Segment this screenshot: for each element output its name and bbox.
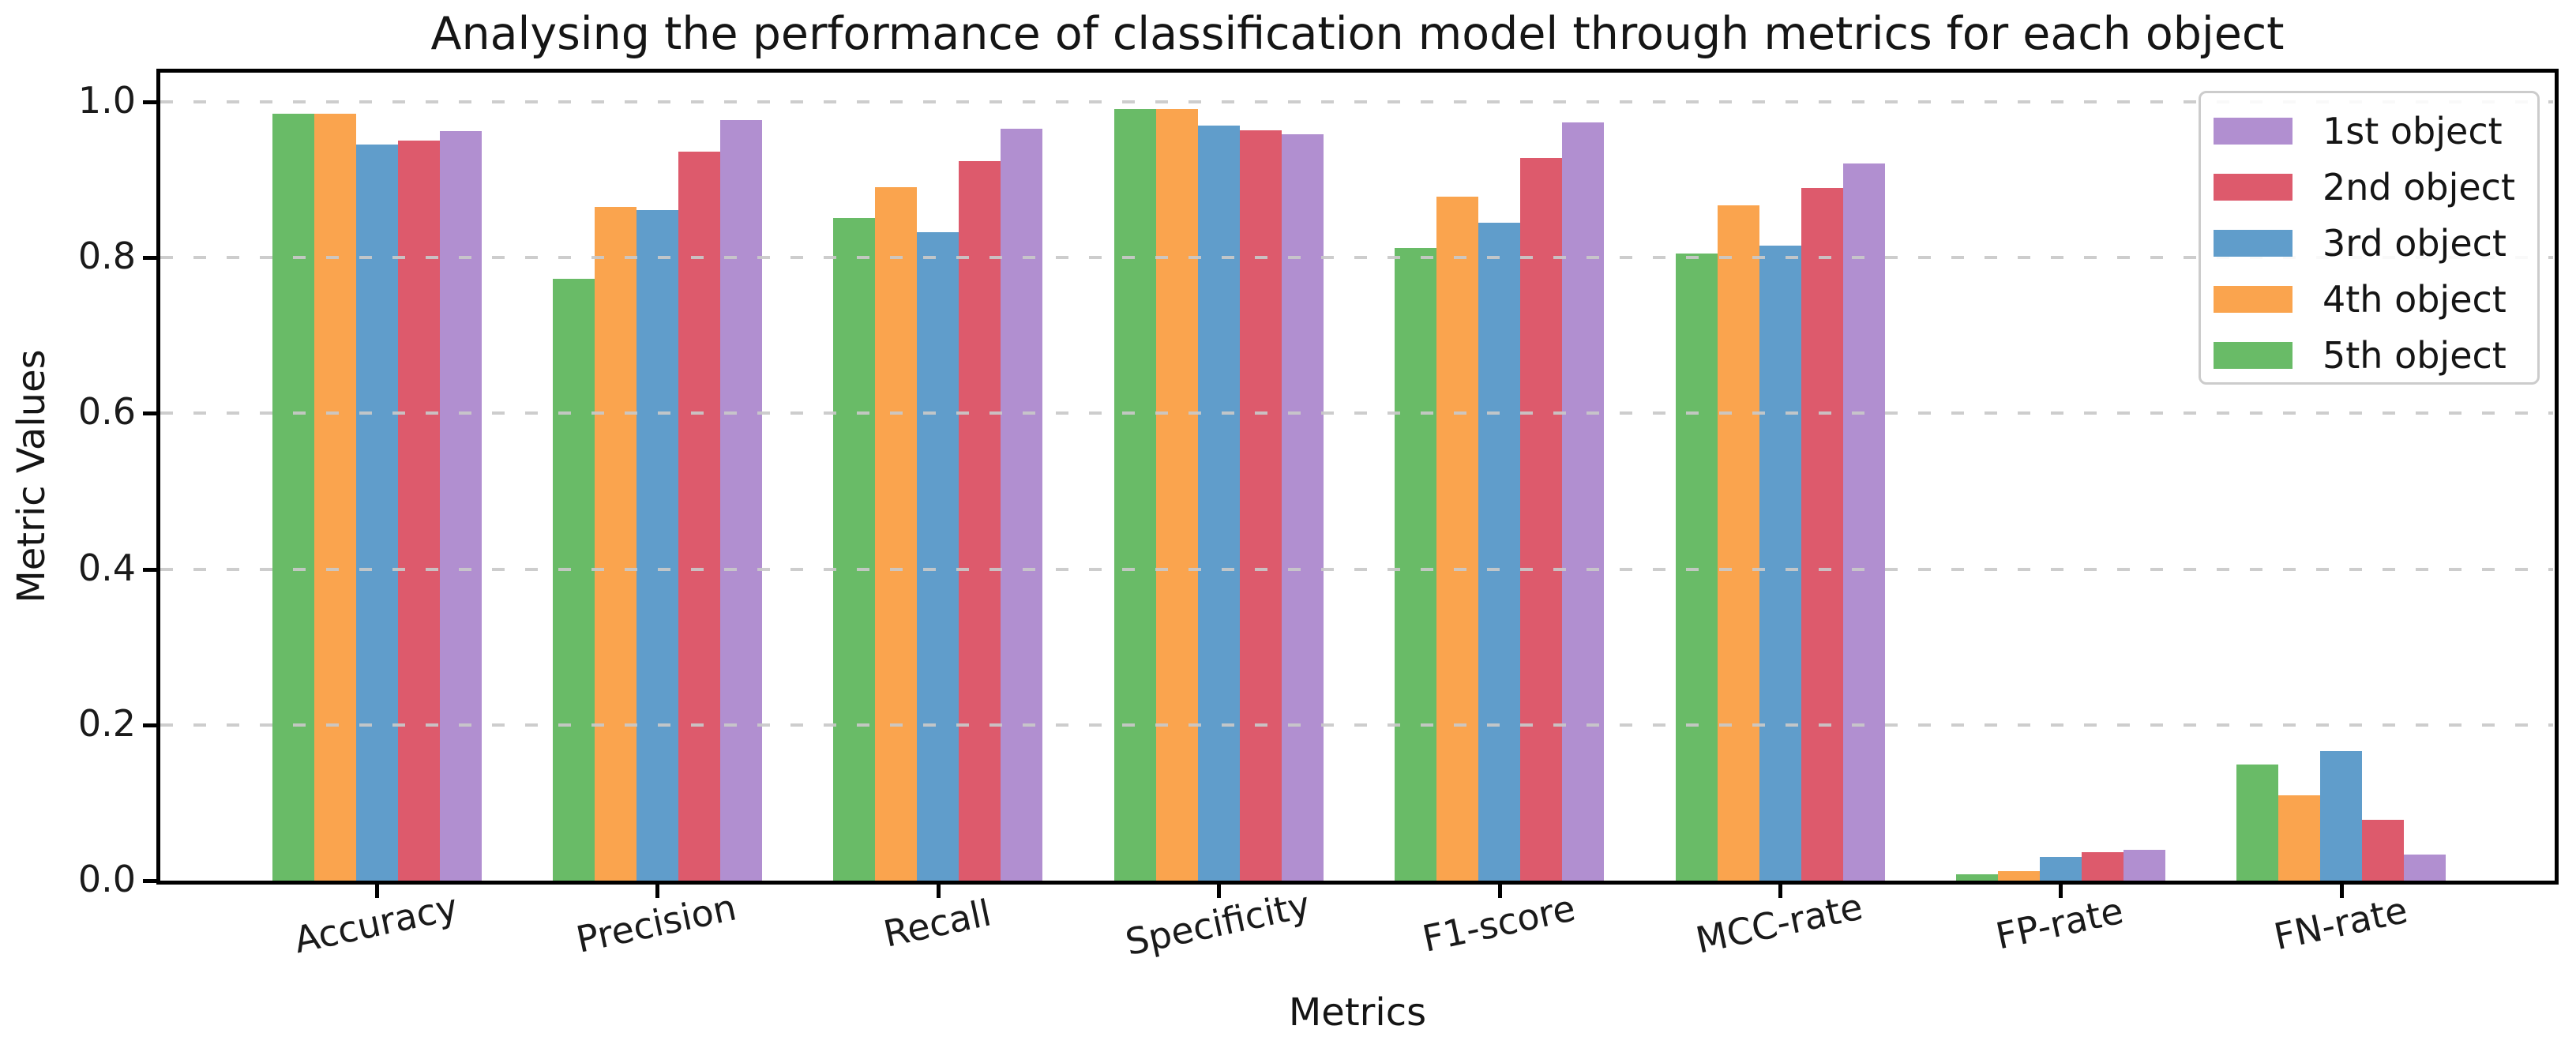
legend-label: 5th object — [2323, 333, 2507, 377]
bar-1st-MCC-rate — [1843, 163, 1885, 881]
bar-2nd-Recall — [959, 161, 1001, 881]
bar-3rd-FN-rate — [2320, 751, 2362, 881]
bar-5th-FP-rate — [1956, 874, 1998, 881]
legend-label: 1st object — [2323, 109, 2503, 152]
bar-5th-Accuracy — [272, 114, 314, 881]
y-tick-label: 0.6 — [77, 390, 136, 433]
legend-label: 4th object — [2323, 277, 2507, 321]
bar-3rd-Accuracy — [356, 145, 398, 881]
bar-1st-FP-rate — [2124, 850, 2165, 881]
bar-4th-Accuracy — [314, 114, 356, 881]
x-tick — [1498, 882, 1502, 898]
gridline-0.8 — [160, 256, 2553, 259]
legend-label: 3rd object — [2323, 221, 2507, 265]
bar-4th-MCC-rate — [1718, 205, 1759, 881]
chart-title: Analysing the performance of classificat… — [430, 8, 2285, 60]
y-tick — [143, 256, 160, 260]
bar-4th-Specificity — [1156, 109, 1198, 881]
bar-5th-MCC-rate — [1676, 254, 1718, 881]
x-axis-label: Metrics — [1288, 990, 1427, 1035]
bar-2nd-FP-rate — [2082, 852, 2124, 881]
bar-4th-F1-score — [1436, 197, 1478, 881]
y-tick-label: 0.0 — [77, 858, 136, 900]
y-tick-label: 0.2 — [77, 702, 136, 745]
bar-3rd-MCC-rate — [1759, 246, 1801, 881]
legend-item-4th: 4th object — [2201, 271, 2537, 327]
y-tick-label: 1.0 — [77, 79, 136, 122]
bar-1st-Accuracy — [440, 131, 482, 881]
bar-4th-FN-rate — [2278, 795, 2320, 881]
gridline-0.2 — [160, 723, 2553, 727]
legend-swatch-4th — [2214, 285, 2292, 313]
y-tick — [143, 411, 160, 415]
plot-frame — [156, 69, 2559, 885]
bar-3rd-F1-score — [1478, 223, 1520, 881]
x-tick — [1778, 882, 1782, 898]
legend-swatch-1st — [2214, 117, 2292, 145]
bar-3rd-FP-rate — [2040, 857, 2082, 881]
bar-4th-Precision — [595, 207, 636, 881]
bar-3rd-Precision — [636, 210, 678, 881]
y-tick — [143, 879, 160, 883]
bar-2nd-Precision — [678, 152, 720, 881]
x-tick — [2340, 882, 2344, 898]
y-tick-label: 0.8 — [77, 235, 136, 277]
bar-1st-F1-score — [1562, 122, 1604, 881]
bar-5th-Precision — [553, 279, 595, 881]
x-tick — [937, 882, 941, 898]
bar-2nd-Specificity — [1240, 130, 1282, 881]
x-tick — [1217, 882, 1221, 898]
bar-1st-Specificity — [1282, 134, 1324, 881]
bar-4th-Recall — [875, 187, 917, 881]
x-tick — [375, 882, 379, 898]
bar-1st-FN-rate — [2404, 855, 2446, 881]
legend-label: 2nd object — [2323, 165, 2515, 209]
bar-5th-Specificity — [1114, 109, 1156, 881]
y-tick — [143, 723, 160, 727]
gridline-0.4 — [160, 568, 2553, 571]
bar-1st-Recall — [1001, 129, 1042, 881]
legend-item-5th: 5th object — [2201, 327, 2537, 383]
x-tick — [655, 882, 659, 898]
legend-swatch-3rd — [2214, 229, 2292, 257]
legend-item-2nd: 2nd object — [2201, 159, 2537, 215]
bar-2nd-Accuracy — [398, 141, 440, 881]
bar-1st-Precision — [720, 120, 762, 881]
plot-area — [160, 73, 2553, 881]
legend-item-3rd: 3rd object — [2201, 215, 2537, 271]
bar-2nd-MCC-rate — [1801, 188, 1843, 881]
gridline-0.6 — [160, 411, 2553, 415]
legend-item-1st: 1st object — [2201, 103, 2537, 159]
bar-5th-FN-rate — [2236, 765, 2278, 881]
y-tick-label: 0.4 — [77, 547, 136, 589]
legend-swatch-5th — [2214, 341, 2292, 369]
bar-5th-F1-score — [1395, 248, 1436, 881]
legend: 1st object 2nd object 3rd object 4th object… — [2199, 91, 2540, 385]
y-tick — [143, 568, 160, 572]
legend-swatch-2nd — [2214, 173, 2292, 201]
gridline-1 — [160, 100, 2553, 103]
x-tick — [2059, 882, 2063, 898]
bar-3rd-Recall — [917, 232, 959, 881]
bar-5th-Recall — [833, 218, 875, 881]
bar-2nd-F1-score — [1520, 158, 1562, 881]
bar-3rd-Specificity — [1198, 126, 1240, 881]
bar-2nd-FN-rate — [2362, 820, 2404, 881]
y-tick — [143, 100, 160, 104]
bar-4th-FP-rate — [1998, 871, 2040, 881]
